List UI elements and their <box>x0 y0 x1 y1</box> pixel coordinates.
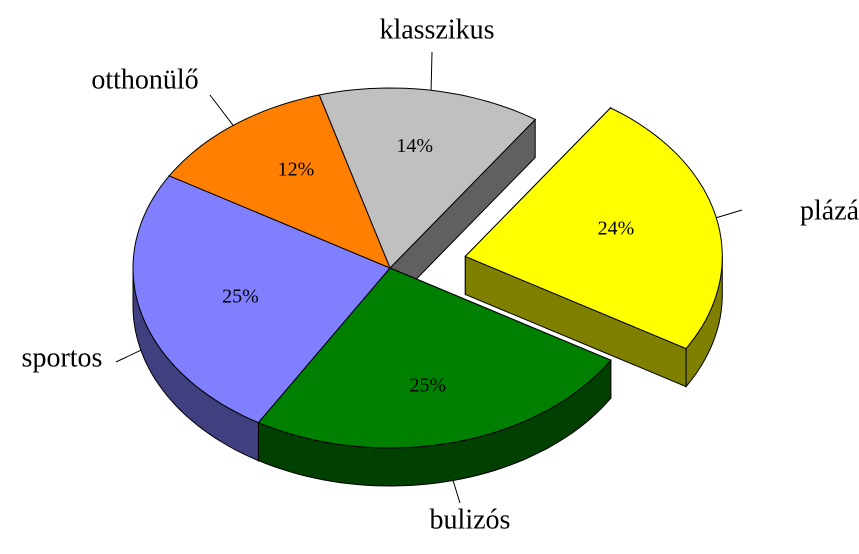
data-label: 24% <box>598 218 635 240</box>
leader-line <box>115 349 142 363</box>
leader-line <box>430 51 433 91</box>
leader-line <box>716 209 743 219</box>
leader-line <box>452 480 461 504</box>
category-label: sportos <box>22 342 103 373</box>
data-label: 25% <box>409 374 446 396</box>
slice <box>257 267 612 449</box>
data-label: 14% <box>396 135 433 157</box>
data-label: 12% <box>278 159 315 181</box>
leader-line <box>209 94 234 126</box>
category-label: plázázó <box>800 195 859 226</box>
category-label: otthonülő <box>91 64 198 95</box>
slice <box>464 107 723 350</box>
data-label: 25% <box>222 286 259 308</box>
category-label: bulizós <box>430 504 511 535</box>
slice <box>132 175 391 424</box>
category-label: klasszikus <box>379 14 494 45</box>
slice <box>168 94 391 269</box>
